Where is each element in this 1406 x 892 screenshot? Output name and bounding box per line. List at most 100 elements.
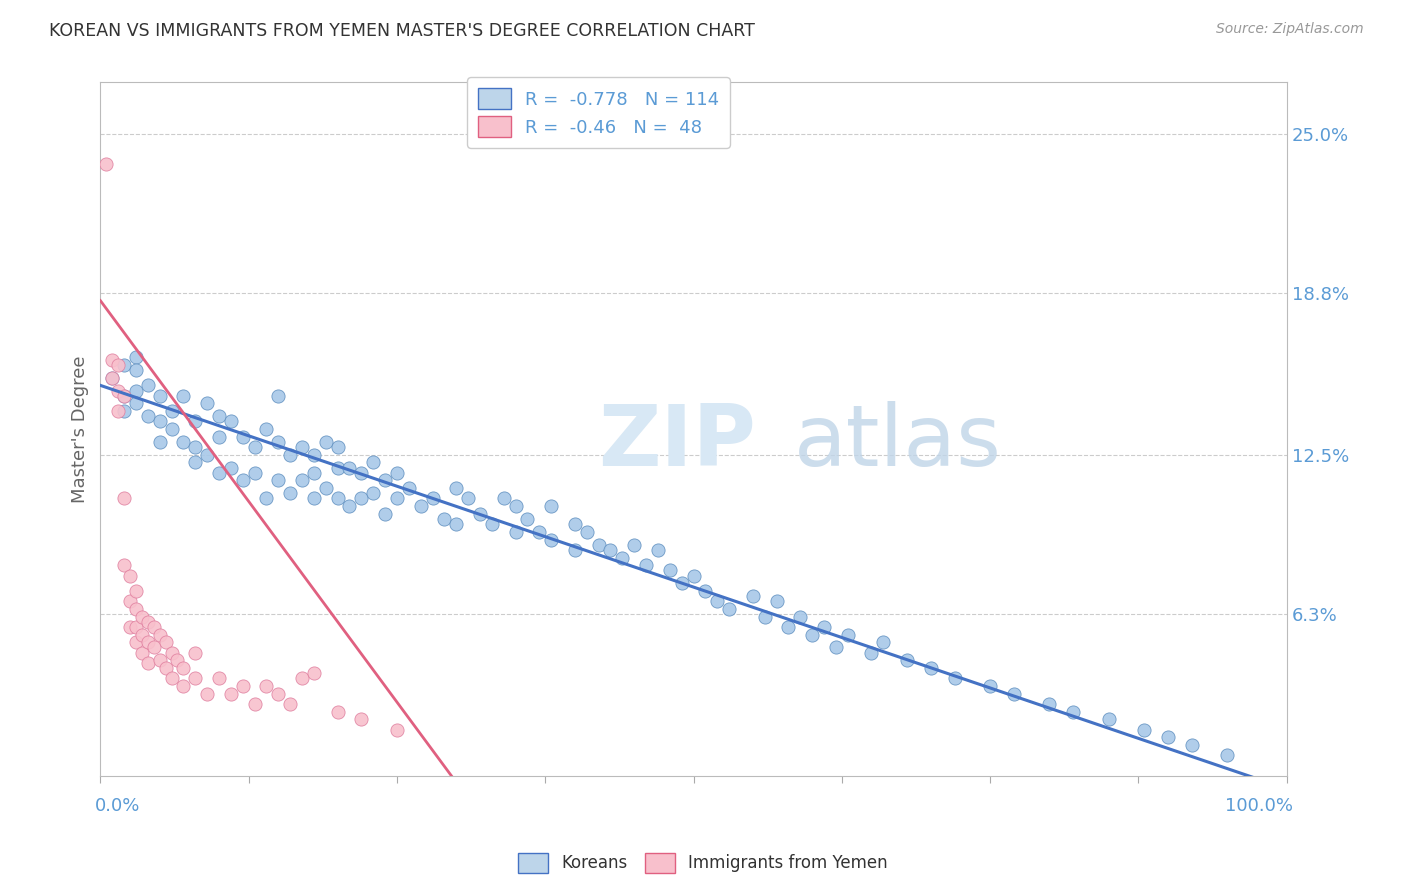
Text: 100.0%: 100.0%: [1225, 797, 1292, 814]
Text: 0.0%: 0.0%: [94, 797, 139, 814]
Point: [398, 481, 420, 495]
Point: [131, 646, 153, 660]
Point: [172, 389, 194, 403]
Point: [219, 414, 242, 428]
Point: [860, 646, 883, 660]
Point: [872, 635, 894, 649]
Point: [765, 594, 787, 608]
Point: [136, 615, 159, 629]
Point: [315, 434, 337, 449]
Point: [1038, 697, 1060, 711]
Point: [160, 646, 183, 660]
Point: [125, 620, 148, 634]
Point: [278, 486, 301, 500]
Point: [160, 671, 183, 685]
Point: [166, 653, 188, 667]
Point: [125, 396, 148, 410]
Point: [837, 627, 859, 641]
Point: [315, 481, 337, 495]
Point: [118, 620, 141, 634]
Point: [195, 396, 218, 410]
Point: [243, 466, 266, 480]
Point: [256, 491, 278, 506]
Point: [575, 524, 598, 539]
Point: [112, 491, 135, 506]
Point: [149, 389, 172, 403]
Point: [107, 384, 129, 398]
Point: [172, 434, 194, 449]
Point: [1002, 687, 1025, 701]
Point: [101, 352, 124, 367]
Point: [374, 507, 396, 521]
Point: [361, 486, 384, 500]
Point: [564, 542, 586, 557]
Point: [350, 491, 373, 506]
Point: [118, 568, 141, 582]
Point: [457, 491, 479, 506]
Point: [789, 609, 811, 624]
Point: [195, 687, 218, 701]
Point: [243, 697, 266, 711]
Point: [350, 466, 373, 480]
Point: [302, 466, 325, 480]
Point: [422, 491, 444, 506]
Point: [232, 679, 254, 693]
Point: [172, 679, 194, 693]
Point: [599, 542, 621, 557]
Point: [302, 666, 325, 681]
Point: [505, 524, 527, 539]
Point: [302, 491, 325, 506]
Point: [267, 434, 290, 449]
Point: [695, 583, 717, 598]
Point: [208, 671, 231, 685]
Point: [647, 542, 669, 557]
Point: [385, 723, 408, 737]
Point: [564, 517, 586, 532]
Point: [149, 627, 172, 641]
Point: [232, 430, 254, 444]
Point: [291, 440, 314, 454]
Point: [208, 430, 231, 444]
Point: [326, 705, 349, 719]
Point: [326, 440, 349, 454]
Point: [101, 370, 124, 384]
Point: [232, 474, 254, 488]
Point: [125, 635, 148, 649]
Point: [160, 404, 183, 418]
Point: [184, 646, 207, 660]
Point: [184, 455, 207, 469]
Point: [208, 466, 231, 480]
Point: [149, 414, 172, 428]
Point: [267, 474, 290, 488]
Point: [658, 563, 681, 577]
Point: [920, 661, 942, 675]
Point: [142, 640, 165, 655]
Text: ZIP: ZIP: [599, 401, 756, 484]
Point: [492, 491, 515, 506]
Point: [741, 589, 763, 603]
Point: [433, 512, 456, 526]
Point: [1157, 731, 1180, 745]
Point: [131, 609, 153, 624]
Point: [219, 687, 242, 701]
Point: [256, 422, 278, 436]
Point: [339, 499, 361, 513]
Point: [446, 517, 468, 532]
Point: [385, 491, 408, 506]
Legend: Koreans, Immigrants from Yemen: Koreans, Immigrants from Yemen: [512, 847, 894, 880]
Point: [446, 481, 468, 495]
Point: [1133, 723, 1156, 737]
Point: [612, 550, 634, 565]
Point: [754, 609, 776, 624]
Point: [1181, 738, 1204, 752]
Point: [142, 620, 165, 634]
Point: [350, 713, 373, 727]
Point: [125, 384, 148, 398]
Point: [588, 538, 610, 552]
Point: [385, 466, 408, 480]
Point: [96, 157, 118, 171]
Point: [979, 679, 1001, 693]
Point: [112, 404, 135, 418]
Point: [219, 460, 242, 475]
Point: [801, 627, 824, 641]
